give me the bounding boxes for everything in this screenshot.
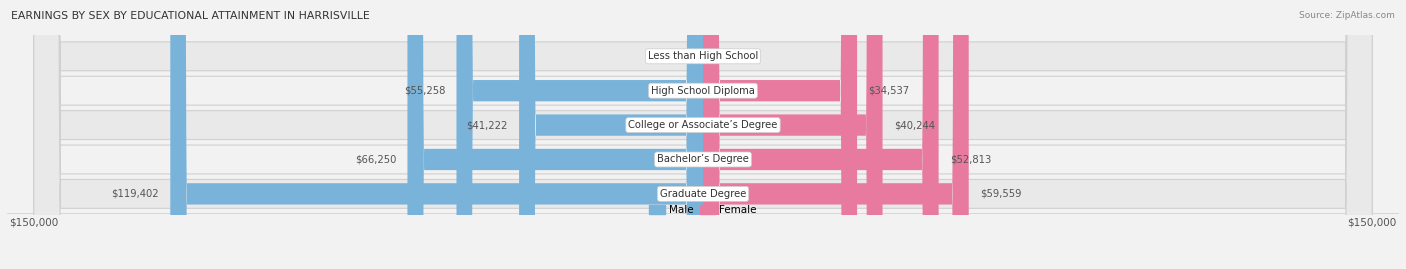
FancyBboxPatch shape bbox=[703, 0, 858, 269]
Text: $34,537: $34,537 bbox=[869, 86, 910, 96]
FancyBboxPatch shape bbox=[34, 0, 1372, 269]
Text: $66,250: $66,250 bbox=[354, 154, 396, 164]
FancyBboxPatch shape bbox=[703, 0, 883, 269]
FancyBboxPatch shape bbox=[408, 0, 703, 269]
FancyBboxPatch shape bbox=[34, 0, 1372, 269]
FancyBboxPatch shape bbox=[703, 0, 939, 269]
Text: $59,559: $59,559 bbox=[980, 189, 1021, 199]
FancyBboxPatch shape bbox=[170, 0, 703, 269]
Text: High School Diploma: High School Diploma bbox=[651, 86, 755, 96]
Text: Bachelor’s Degree: Bachelor’s Degree bbox=[657, 154, 749, 164]
Text: $40,244: $40,244 bbox=[894, 120, 935, 130]
Text: $55,258: $55,258 bbox=[404, 86, 446, 96]
FancyBboxPatch shape bbox=[519, 0, 703, 269]
Text: $0: $0 bbox=[714, 51, 727, 61]
Text: Source: ZipAtlas.com: Source: ZipAtlas.com bbox=[1299, 11, 1395, 20]
Text: $0: $0 bbox=[679, 51, 692, 61]
FancyBboxPatch shape bbox=[34, 0, 1372, 269]
Text: $119,402: $119,402 bbox=[111, 189, 159, 199]
Legend: Male, Female: Male, Female bbox=[645, 201, 761, 219]
Text: EARNINGS BY SEX BY EDUCATIONAL ATTAINMENT IN HARRISVILLE: EARNINGS BY SEX BY EDUCATIONAL ATTAINMEN… bbox=[11, 11, 370, 21]
FancyBboxPatch shape bbox=[703, 0, 969, 269]
Text: College or Associate’s Degree: College or Associate’s Degree bbox=[628, 120, 778, 130]
Text: $52,813: $52,813 bbox=[950, 154, 991, 164]
Text: $41,222: $41,222 bbox=[467, 120, 508, 130]
FancyBboxPatch shape bbox=[457, 0, 703, 269]
Text: Graduate Degree: Graduate Degree bbox=[659, 189, 747, 199]
FancyBboxPatch shape bbox=[34, 0, 1372, 269]
FancyBboxPatch shape bbox=[34, 0, 1372, 269]
Text: Less than High School: Less than High School bbox=[648, 51, 758, 61]
